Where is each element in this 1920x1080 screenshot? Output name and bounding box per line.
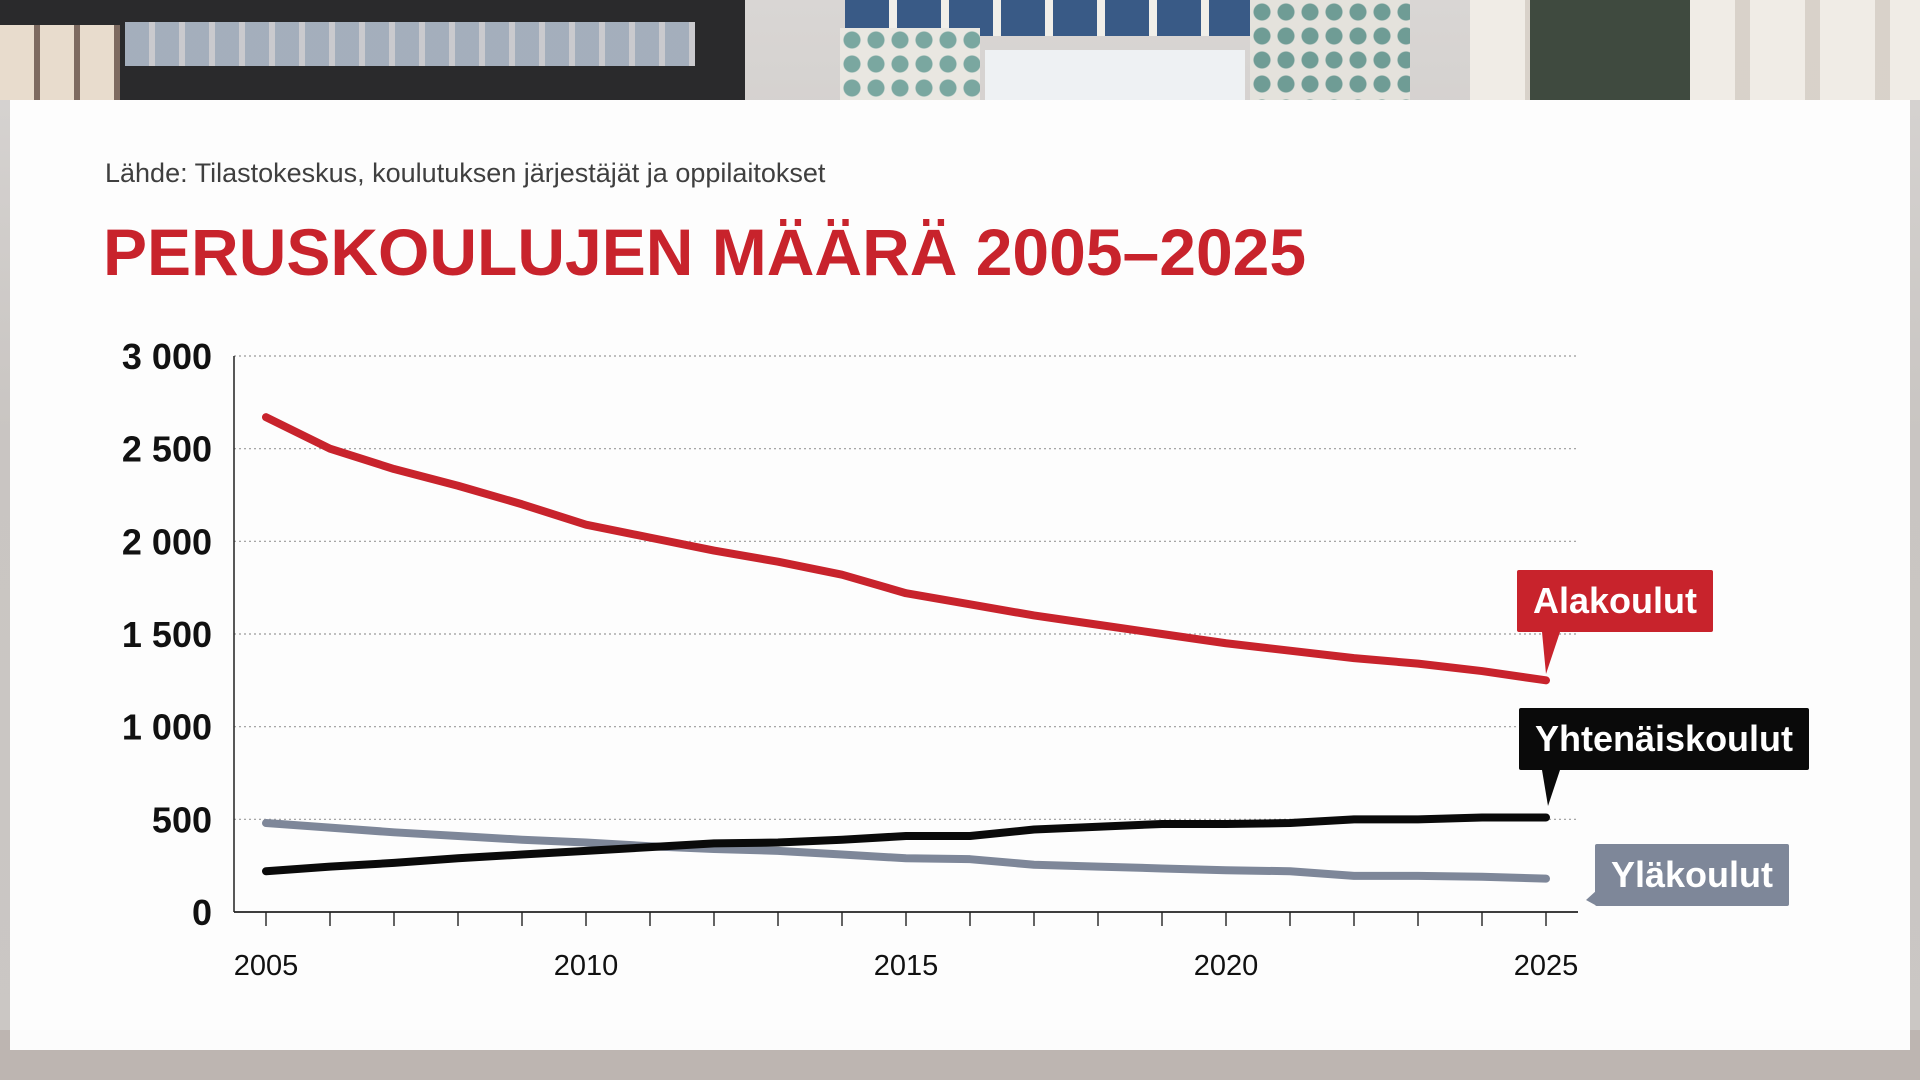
x-tick-label: 2015 <box>874 950 939 982</box>
chart-title: PERUSKOULUJEN MÄÄRÄ 2005–2025 <box>103 215 1307 289</box>
y-tick-label: 0 <box>192 892 212 933</box>
notice-board <box>1530 0 1690 100</box>
series-label-alakoulut: Alakoulut <box>1517 570 1714 632</box>
source-note: Lähde: Tilastokeskus, koulutuksen järjes… <box>105 158 826 188</box>
drawings <box>0 25 120 100</box>
series-line-alakoulut <box>262 413 1550 685</box>
x-tick-label: 2025 <box>1514 950 1579 982</box>
y-tick-label: 1 000 <box>122 707 212 748</box>
y-tick-label: 2 500 <box>122 429 212 470</box>
curtain-right <box>1250 0 1410 100</box>
y-tick-label: 500 <box>152 799 212 840</box>
curtain-left <box>840 28 980 100</box>
series-line-yl-koulut <box>262 819 1550 883</box>
label-pointer <box>1542 632 1560 674</box>
y-tick-label: 1 500 <box>122 614 212 655</box>
series-label-yhten-iskoulut: Yhtenäiskoulut <box>1519 708 1810 770</box>
label-pointer <box>1542 770 1560 806</box>
series-label-yl-koulut: Yläkoulut <box>1595 844 1790 906</box>
y-tick-label: 2 000 <box>122 521 212 562</box>
window <box>985 50 1245 100</box>
x-tick-label: 2020 <box>1194 950 1259 982</box>
y-tick-label: 3 000 <box>122 336 212 377</box>
label-pointer <box>1586 890 1597 906</box>
number-strip <box>125 22 695 66</box>
x-tick-label: 2010 <box>554 950 619 982</box>
series-line-yhten-iskoulut <box>262 813 1550 876</box>
x-tick-label: 2005 <box>234 950 299 982</box>
